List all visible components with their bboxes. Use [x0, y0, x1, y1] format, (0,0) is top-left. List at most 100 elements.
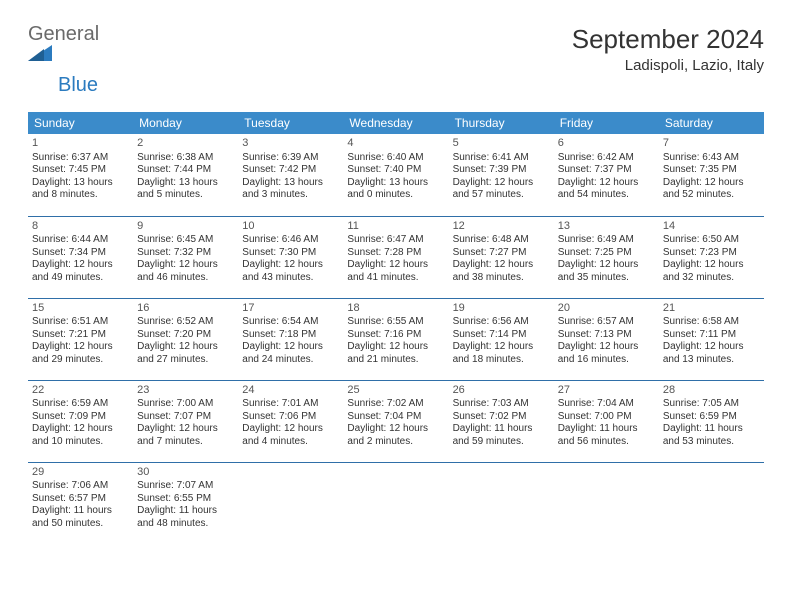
sunrise-text: Sunrise: 7:00 AM	[137, 398, 234, 411]
calendar-cell: 30Sunrise: 7:07 AMSunset: 6:55 PMDayligh…	[133, 462, 238, 544]
sunrise-text: Sunrise: 6:51 AM	[32, 316, 129, 329]
sunrise-text: Sunrise: 6:40 AM	[347, 152, 444, 165]
calendar-cell: 11Sunrise: 6:47 AMSunset: 7:28 PMDayligh…	[343, 216, 448, 298]
calendar-cell: 10Sunrise: 6:46 AMSunset: 7:30 PMDayligh…	[238, 216, 343, 298]
day-number: 4	[347, 137, 444, 151]
calendar-cell: 22Sunrise: 6:59 AMSunset: 7:09 PMDayligh…	[28, 380, 133, 462]
calendar-cell: 3Sunrise: 6:39 AMSunset: 7:42 PMDaylight…	[238, 134, 343, 216]
calendar-cell: 7Sunrise: 6:43 AMSunset: 7:35 PMDaylight…	[659, 134, 764, 216]
sunrise-text: Sunrise: 6:39 AM	[242, 152, 339, 165]
calendar-cell: 15Sunrise: 6:51 AMSunset: 7:21 PMDayligh…	[28, 298, 133, 380]
sunset-text: Sunset: 7:32 PM	[137, 247, 234, 260]
sunrise-text: Sunrise: 7:07 AM	[137, 480, 234, 493]
day-number: 11	[347, 220, 444, 234]
logo-text: General Blue	[28, 24, 99, 100]
sunset-text: Sunset: 7:44 PM	[137, 164, 234, 177]
day-number: 3	[242, 137, 339, 151]
calendar-cell	[343, 462, 448, 544]
day-number: 12	[453, 220, 550, 234]
day-number: 19	[453, 302, 550, 316]
day-header: Tuesday	[238, 112, 343, 134]
sunset-text: Sunset: 6:57 PM	[32, 493, 129, 506]
sunrise-text: Sunrise: 6:52 AM	[137, 316, 234, 329]
day-number: 1	[32, 137, 129, 151]
sunrise-text: Sunrise: 6:42 AM	[558, 152, 655, 165]
calendar-cell: 26Sunrise: 7:03 AMSunset: 7:02 PMDayligh…	[449, 380, 554, 462]
sunrise-text: Sunrise: 6:59 AM	[32, 398, 129, 411]
daylight-text: Daylight: 11 hours and 48 minutes.	[137, 505, 234, 530]
sunrise-text: Sunrise: 7:04 AM	[558, 398, 655, 411]
daylight-text: Daylight: 12 hours and 24 minutes.	[242, 341, 339, 366]
day-number: 25	[347, 384, 444, 398]
sunrise-text: Sunrise: 6:48 AM	[453, 234, 550, 247]
day-number: 22	[32, 384, 129, 398]
daylight-text: Daylight: 12 hours and 27 minutes.	[137, 341, 234, 366]
calendar-cell: 1Sunrise: 6:37 AMSunset: 7:45 PMDaylight…	[28, 134, 133, 216]
daylight-text: Daylight: 12 hours and 54 minutes.	[558, 177, 655, 202]
calendar-body: 1Sunrise: 6:37 AMSunset: 7:45 PMDaylight…	[28, 134, 764, 544]
calendar-cell: 29Sunrise: 7:06 AMSunset: 6:57 PMDayligh…	[28, 462, 133, 544]
calendar-table: Sunday Monday Tuesday Wednesday Thursday…	[28, 112, 764, 544]
daylight-text: Daylight: 11 hours and 56 minutes.	[558, 423, 655, 448]
sunset-text: Sunset: 7:34 PM	[32, 247, 129, 260]
calendar-cell: 12Sunrise: 6:48 AMSunset: 7:27 PMDayligh…	[449, 216, 554, 298]
daylight-text: Daylight: 12 hours and 18 minutes.	[453, 341, 550, 366]
sunset-text: Sunset: 7:30 PM	[242, 247, 339, 260]
calendar-cell: 4Sunrise: 6:40 AMSunset: 7:40 PMDaylight…	[343, 134, 448, 216]
calendar-cell: 17Sunrise: 6:54 AMSunset: 7:18 PMDayligh…	[238, 298, 343, 380]
sunrise-text: Sunrise: 6:46 AM	[242, 234, 339, 247]
daylight-text: Daylight: 12 hours and 16 minutes.	[558, 341, 655, 366]
day-number: 13	[558, 220, 655, 234]
calendar-week-row: 15Sunrise: 6:51 AMSunset: 7:21 PMDayligh…	[28, 298, 764, 380]
sunset-text: Sunset: 7:09 PM	[32, 411, 129, 424]
daylight-text: Daylight: 12 hours and 7 minutes.	[137, 423, 234, 448]
sunrise-text: Sunrise: 7:02 AM	[347, 398, 444, 411]
calendar-cell: 9Sunrise: 6:45 AMSunset: 7:32 PMDaylight…	[133, 216, 238, 298]
day-header: Monday	[133, 112, 238, 134]
sunset-text: Sunset: 7:02 PM	[453, 411, 550, 424]
calendar-cell: 16Sunrise: 6:52 AMSunset: 7:20 PMDayligh…	[133, 298, 238, 380]
sunset-text: Sunset: 7:28 PM	[347, 247, 444, 260]
calendar-week-row: 8Sunrise: 6:44 AMSunset: 7:34 PMDaylight…	[28, 216, 764, 298]
sunrise-text: Sunrise: 6:44 AM	[32, 234, 129, 247]
daylight-text: Daylight: 12 hours and 13 minutes.	[663, 341, 760, 366]
day-number: 16	[137, 302, 234, 316]
calendar-week-row: 22Sunrise: 6:59 AMSunset: 7:09 PMDayligh…	[28, 380, 764, 462]
header: General Blue September 2024 Ladispoli, L…	[28, 24, 764, 100]
sunset-text: Sunset: 7:18 PM	[242, 329, 339, 342]
sunset-text: Sunset: 7:06 PM	[242, 411, 339, 424]
daylight-text: Daylight: 12 hours and 57 minutes.	[453, 177, 550, 202]
sunset-text: Sunset: 7:39 PM	[453, 164, 550, 177]
calendar-cell: 25Sunrise: 7:02 AMSunset: 7:04 PMDayligh…	[343, 380, 448, 462]
day-number: 28	[663, 384, 760, 398]
calendar-cell: 14Sunrise: 6:50 AMSunset: 7:23 PMDayligh…	[659, 216, 764, 298]
calendar-cell: 6Sunrise: 6:42 AMSunset: 7:37 PMDaylight…	[554, 134, 659, 216]
sunset-text: Sunset: 7:25 PM	[558, 247, 655, 260]
daylight-text: Daylight: 12 hours and 32 minutes.	[663, 259, 760, 284]
sunrise-text: Sunrise: 7:03 AM	[453, 398, 550, 411]
location: Ladispoli, Lazio, Italy	[572, 57, 764, 74]
sunrise-text: Sunrise: 6:58 AM	[663, 316, 760, 329]
sunrise-text: Sunrise: 6:54 AM	[242, 316, 339, 329]
sunset-text: Sunset: 7:37 PM	[558, 164, 655, 177]
calendar-cell: 8Sunrise: 6:44 AMSunset: 7:34 PMDaylight…	[28, 216, 133, 298]
calendar-cell: 27Sunrise: 7:04 AMSunset: 7:00 PMDayligh…	[554, 380, 659, 462]
sunrise-text: Sunrise: 6:37 AM	[32, 152, 129, 165]
day-number: 8	[32, 220, 129, 234]
sunrise-text: Sunrise: 6:57 AM	[558, 316, 655, 329]
daylight-text: Daylight: 12 hours and 43 minutes.	[242, 259, 339, 284]
title-block: September 2024 Ladispoli, Lazio, Italy	[572, 24, 764, 74]
day-number: 10	[242, 220, 339, 234]
day-number: 29	[32, 466, 129, 480]
calendar-cell: 5Sunrise: 6:41 AMSunset: 7:39 PMDaylight…	[449, 134, 554, 216]
daylight-text: Daylight: 13 hours and 8 minutes.	[32, 177, 129, 202]
daylight-text: Daylight: 12 hours and 49 minutes.	[32, 259, 129, 284]
sunrise-text: Sunrise: 6:45 AM	[137, 234, 234, 247]
sunrise-text: Sunrise: 6:50 AM	[663, 234, 760, 247]
day-header: Thursday	[449, 112, 554, 134]
day-number: 15	[32, 302, 129, 316]
daylight-text: Daylight: 12 hours and 10 minutes.	[32, 423, 129, 448]
calendar-cell: 2Sunrise: 6:38 AMSunset: 7:44 PMDaylight…	[133, 134, 238, 216]
sunset-text: Sunset: 7:42 PM	[242, 164, 339, 177]
day-number: 26	[453, 384, 550, 398]
